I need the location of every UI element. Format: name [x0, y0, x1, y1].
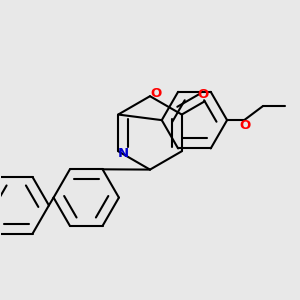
Text: O: O: [240, 119, 251, 132]
Text: O: O: [150, 87, 161, 100]
Text: N: N: [118, 147, 129, 160]
Text: O: O: [197, 88, 208, 101]
